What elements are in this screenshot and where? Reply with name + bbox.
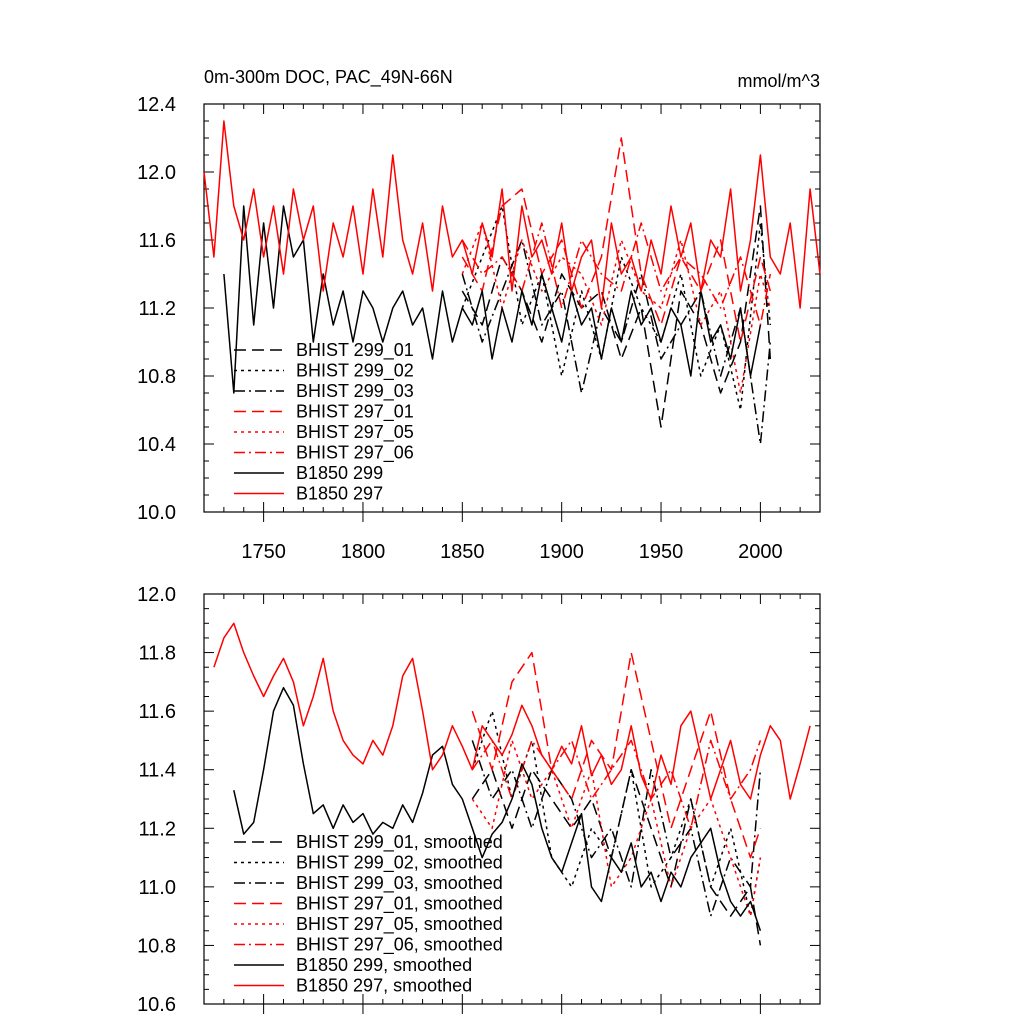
x-tick-label: 1900 [539, 541, 584, 563]
x-tick-label: 1800 [341, 541, 386, 563]
legend-label: BHIST 297_05, smoothed [296, 914, 503, 935]
legend-label: BHIST 299_02 [296, 361, 414, 382]
x-tick-label: 2000 [738, 541, 783, 563]
y-tick-label: 11.6 [139, 701, 176, 723]
legend-label: B1850 299, smoothed [296, 955, 472, 975]
y-tick-label: 10.0 [137, 502, 176, 524]
legend-label: BHIST 299_01 [296, 340, 414, 361]
series-line-5 [471, 739, 762, 917]
units-label: mmol/m^3 [738, 71, 820, 91]
legend-label: B1850 297, smoothed [296, 976, 472, 996]
legend-label: BHIST 299_03 [296, 381, 414, 402]
y-tick-label: 10.4 [137, 434, 176, 456]
series-line-4 [471, 651, 762, 859]
x-tick-label: 1750 [241, 541, 286, 563]
y-tick-label: 11.2 [139, 818, 176, 840]
y-tick-label: 10.8 [137, 366, 176, 388]
legend-label: BHIST 297_05 [296, 422, 414, 443]
legend-label: BHIST 299_01, smoothed [296, 832, 503, 853]
series-line-8 [213, 622, 811, 800]
legend-label: BHIST 297_06 [296, 443, 414, 464]
series-line-4 [461, 137, 772, 343]
series-line-6 [461, 222, 772, 326]
y-tick-label: 11.8 [139, 643, 176, 665]
y-tick-label: 11.6 [139, 230, 176, 252]
legend-label: BHIST 297_01 [296, 402, 414, 423]
legend-label: BHIST 297_01, smoothed [296, 894, 503, 915]
series-line-7 [233, 686, 762, 932]
y-tick-label: 10.6 [137, 994, 176, 1016]
top-panel: 0m-300m DOC, PAC_49N-66N mmol/m^3 1750 18… [137, 67, 821, 563]
series-line-3 [471, 740, 762, 917]
series-line-6 [471, 739, 762, 830]
chart-title: 0m-300m DOC, PAC_49N-66N [204, 67, 453, 88]
legend-label: B1850 297 [296, 484, 383, 504]
x-tick-label: 1850 [440, 541, 485, 563]
y-tick-label: 11.0 [139, 877, 176, 899]
legend-label: BHIST 297_06, smoothed [296, 935, 503, 956]
y-tick-label: 11.4 [139, 760, 176, 782]
series-line-3 [461, 239, 772, 445]
legend-label: BHIST 299_02, smoothed [296, 853, 503, 874]
x-tick-label: 1950 [639, 541, 684, 563]
y-tick-label: 12.0 [137, 584, 176, 606]
y-tick-label: 11.2 [139, 298, 176, 320]
y-tick-label: 12.4 [137, 94, 176, 116]
legend-label: B1850 299 [296, 463, 383, 483]
series-line-1 [461, 205, 772, 428]
bottom-panel: 10.6 10.8 11.0 11.2 11.4 11.6 11.8 12.0 BHIST 29… [137, 584, 821, 1016]
y-tick-label: 12.0 [137, 162, 176, 184]
legend-label: BHIST 299_03, smoothed [296, 873, 503, 894]
series-line-7 [223, 205, 762, 394]
series-line-8 [203, 120, 821, 309]
y-tick-label: 10.8 [137, 935, 176, 957]
